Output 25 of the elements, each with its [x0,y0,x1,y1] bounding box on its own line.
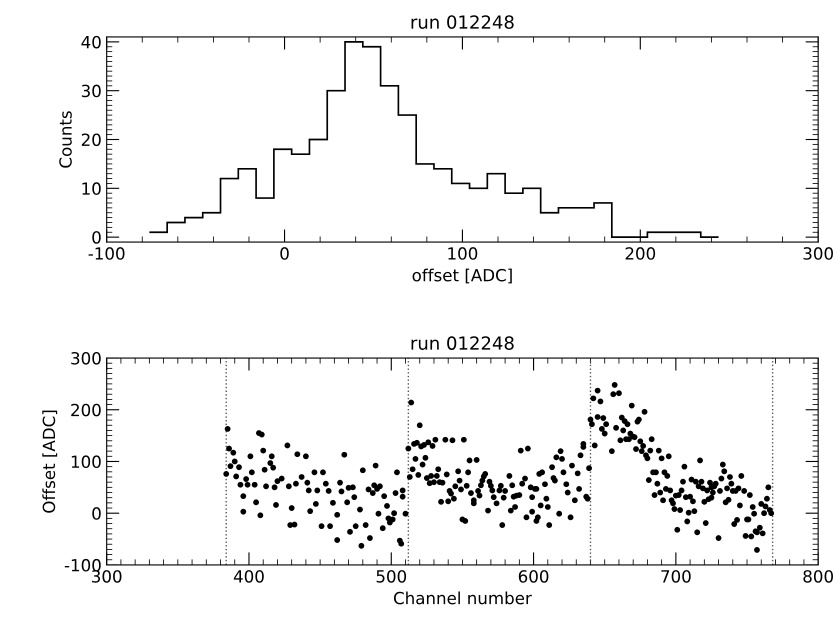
x-axis-title: offset [ADC] [412,268,512,284]
y-tick-label: 0 [92,507,101,520]
y-axis-title: Offset [ADC] [42,410,58,513]
y-tick-label: 30 [82,84,101,98]
x-tick-label: 500 [376,570,406,583]
x-tick-label: 0 [280,247,289,260]
y-tick-label: 10 [82,182,101,195]
y-tick-label: 200 [71,404,101,416]
chart-title: run 012248 [412,15,514,29]
y-tick-label: 20 [82,133,101,146]
y-tick-label: 100 [72,455,101,468]
x-tick-label: 800 [803,570,833,583]
y-tick-label: 40 [81,36,101,48]
x-tick-label: 400 [234,570,264,583]
x-tick-label: 100 [448,247,478,260]
x-tick-label: 700 [661,570,691,583]
chart-title: run 012248 [412,336,514,350]
y-axis-title: Counts [59,111,72,168]
y-tick-label: 300 [71,352,101,365]
y-tick-label: 0 [92,231,101,244]
x-tick-label: 300 [804,247,833,260]
x-tick-label: 600 [518,570,548,583]
y-tick-label: -100 [64,558,101,572]
x-axis-title: Channel number [394,591,532,604]
x-tick-label: 200 [626,247,656,260]
